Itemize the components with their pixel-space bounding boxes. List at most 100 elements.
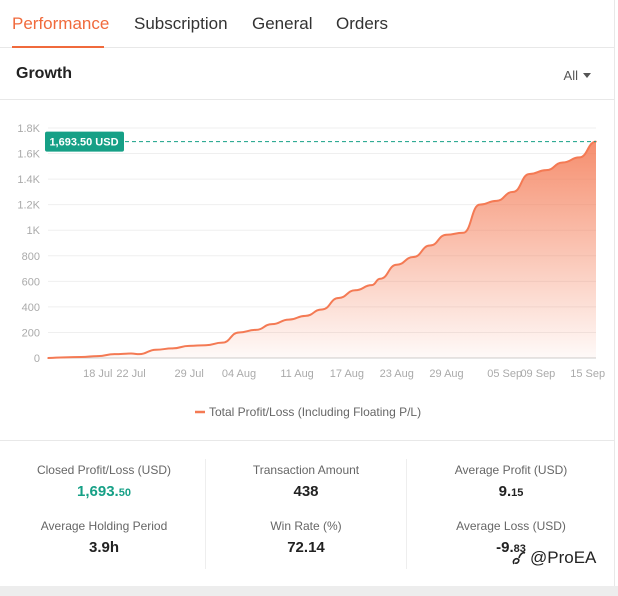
stat-value-int: 9.: [498, 483, 512, 500]
caret-down-icon: [583, 73, 591, 78]
growth-card-header: Growth All: [0, 48, 615, 100]
stat-value-int: 1,693.: [77, 483, 119, 500]
data-point: [155, 348, 157, 351]
watermark-text: @ProEA: [530, 548, 597, 567]
data-point: [445, 233, 448, 236]
stats-panel: Closed Profit/Loss (USD) 1,693.50 Averag…: [0, 440, 615, 586]
stat-value: 72.14: [287, 539, 325, 556]
x-tick-label: 09 Sep: [520, 368, 555, 380]
x-tick-label: 17 Aug: [330, 368, 364, 380]
tab-subscription[interactable]: Subscription: [134, 14, 228, 33]
stat-value: 1,693.50: [4, 483, 204, 500]
tab-bar: Performance Subscription General Orders: [0, 0, 615, 48]
stat-avg-profit: Average Profit (USD) 9.15: [411, 463, 611, 515]
stat-transaction-amount: Transaction Amount 438: [206, 463, 406, 515]
data-point: [528, 173, 531, 175]
x-tick-label: 15 Sep: [570, 368, 605, 380]
data-point: [221, 341, 224, 344]
stat-value-dec: 50: [118, 487, 131, 499]
y-tick-label: 800: [22, 251, 40, 263]
stat-value-int: -9.: [496, 539, 514, 556]
stat-value-dec: 15: [511, 487, 524, 499]
stat-label: Win Rate (%): [270, 519, 342, 533]
data-point: [371, 284, 373, 286]
data-point: [113, 353, 116, 355]
active-tab-indicator: [12, 46, 104, 48]
range-dropdown[interactable]: All: [564, 68, 591, 83]
y-tick-label: 600: [22, 276, 40, 288]
growth-chart: 1,693.50 USD 0 200 400 600 800 1K 1.2K 1.4K 1.6K…: [17, 123, 605, 419]
y-tick-label: 0: [34, 353, 40, 365]
y-tick-label: 1.8K: [17, 123, 40, 135]
data-point: [287, 318, 290, 321]
data-point: [337, 297, 340, 299]
data-point: [561, 161, 564, 164]
proea-logo-icon: [512, 551, 526, 565]
stat-label: Transaction Amount: [252, 463, 360, 477]
stat-label: Average Profit (USD): [454, 463, 568, 477]
x-tick-label: 11 Aug: [280, 368, 313, 380]
max-value-badge: [45, 131, 124, 152]
data-point: [80, 356, 83, 358]
data-point: [188, 345, 190, 347]
watermark: @ProEA: [510, 548, 596, 568]
data-point: [321, 308, 323, 311]
tab-general[interactable]: General: [252, 14, 313, 33]
data-point: [379, 277, 381, 280]
x-tick-label: 29 Aug: [429, 368, 463, 380]
legend-label[interactable]: Total Profit/Loss (Including Floating P/…: [209, 405, 421, 419]
data-point: [47, 357, 49, 359]
stat-value-dec: 83: [513, 543, 526, 555]
card-right-border: [614, 0, 615, 586]
y-tick-label: 1.2K: [17, 200, 40, 212]
data-point: [545, 169, 547, 171]
stat-avg-holding: Average Holding Period 3.9h: [4, 519, 204, 571]
stat-label: Closed Profit/Loss (USD): [36, 463, 172, 477]
data-point: [462, 231, 464, 234]
y-tick-label: 200: [22, 327, 40, 339]
y-tick-label: 1K: [27, 225, 41, 237]
x-tick-label: 05 Sep: [487, 368, 522, 380]
data-point: [171, 347, 174, 350]
stat-win-rate: Win Rate (%) 72.14: [206, 519, 406, 571]
data-point: [130, 352, 132, 355]
range-dropdown-label: All: [563, 68, 578, 83]
y-tick-label: 1.6K: [17, 149, 40, 161]
data-point: [63, 356, 66, 359]
tab-performance[interactable]: Performance: [12, 14, 110, 33]
data-point: [429, 244, 431, 247]
data-point: [412, 256, 415, 258]
data-point: [97, 355, 99, 357]
y-tick-label: 400: [22, 302, 40, 314]
tab-orders[interactable]: Orders: [336, 14, 388, 33]
y-tick-label: 1.4K: [17, 174, 40, 186]
x-tick-label: 29 Jul: [174, 368, 203, 380]
stat-value: 9.15: [411, 483, 611, 500]
max-value-label: 1,693.50 USD: [49, 137, 118, 149]
stats-column-1: Closed Profit/Loss (USD) 1,693.50 Averag…: [4, 459, 204, 569]
data-point: [395, 263, 398, 266]
stats-column-3: Average Profit (USD) 9.15 Average Loss (…: [411, 459, 611, 569]
card-title: Growth: [16, 65, 72, 82]
data-point: [254, 329, 257, 331]
stat-label: Average Holding Period: [40, 519, 168, 533]
stat-closed-pl: Closed Profit/Loss (USD) 1,693.50: [4, 463, 204, 515]
data-point: [512, 191, 514, 193]
data-point: [204, 344, 207, 347]
stats-column-2: Transaction Amount 438 Win Rate (%) 72.1…: [205, 459, 407, 569]
data-point: [271, 323, 273, 325]
x-tick-label: 18 Jul: [83, 368, 112, 380]
stat-value: -9.83: [411, 539, 611, 556]
x-tick-label: 23 Aug: [380, 368, 414, 380]
stat-value: 3.9h: [88, 539, 119, 556]
data-point: [478, 203, 481, 206]
data-point: [354, 289, 357, 292]
data-point: [304, 315, 307, 317]
x-tick-label: 22 Jul: [116, 368, 145, 380]
series-area: [48, 141, 596, 358]
stat-avg-loss: Average Loss (USD) -9.83: [411, 519, 611, 571]
stat-value: 438: [293, 483, 319, 500]
footer-strip: [0, 586, 618, 596]
data-point: [578, 156, 581, 159]
stat-label: Average Loss (USD): [456, 519, 566, 533]
